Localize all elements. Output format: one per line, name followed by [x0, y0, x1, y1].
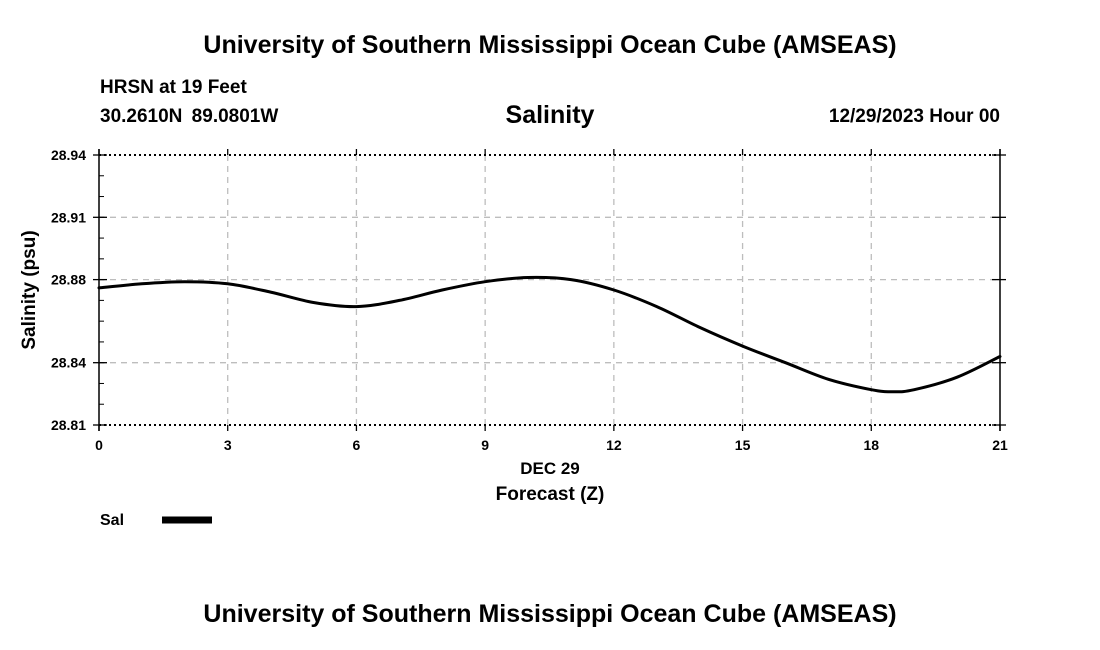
- x-axis-date-label: DEC 29: [520, 459, 580, 478]
- x-tick-label: 0: [95, 437, 103, 453]
- x-tick-label: 15: [735, 437, 751, 453]
- series-line-sal: [97, 275, 1002, 394]
- x-tick-label: 6: [353, 437, 361, 453]
- footer-title: University of Southern Mississippi Ocean…: [203, 600, 897, 628]
- y-axis-label: Salinity (psu): [19, 230, 40, 349]
- x-tick-label: 9: [481, 437, 489, 453]
- coordinates-label: 30.2610N 89.0801W: [100, 106, 279, 127]
- legend-label: Sal: [100, 512, 124, 529]
- page-title: University of Southern Mississippi Ocean…: [203, 31, 897, 59]
- y-tick-label: 28.94: [51, 147, 86, 163]
- x-tick-label: 21: [992, 437, 1008, 453]
- x-axis-label: Forecast (Z): [496, 484, 605, 505]
- y-tick-label: 28.84: [51, 355, 86, 371]
- y-tick-label: 28.88: [51, 272, 86, 288]
- chart-title: Salinity: [505, 101, 595, 129]
- x-tick-label: 18: [863, 437, 879, 453]
- salinity-chart: 28.81 28.84 28.88 28.91 28.94 0 3 6 9 12 15 18 21 DEC…: [19, 147, 1008, 529]
- x-tick-label: 3: [224, 437, 232, 453]
- datetime-label: 12/29/2023 Hour 00: [828, 106, 1000, 127]
- station-label: HRSN at 19 Feet: [100, 77, 247, 98]
- y-tick-label: 28.81: [51, 417, 86, 433]
- y-tick-label: 28.91: [51, 209, 86, 225]
- x-tick-label: 12: [606, 437, 622, 453]
